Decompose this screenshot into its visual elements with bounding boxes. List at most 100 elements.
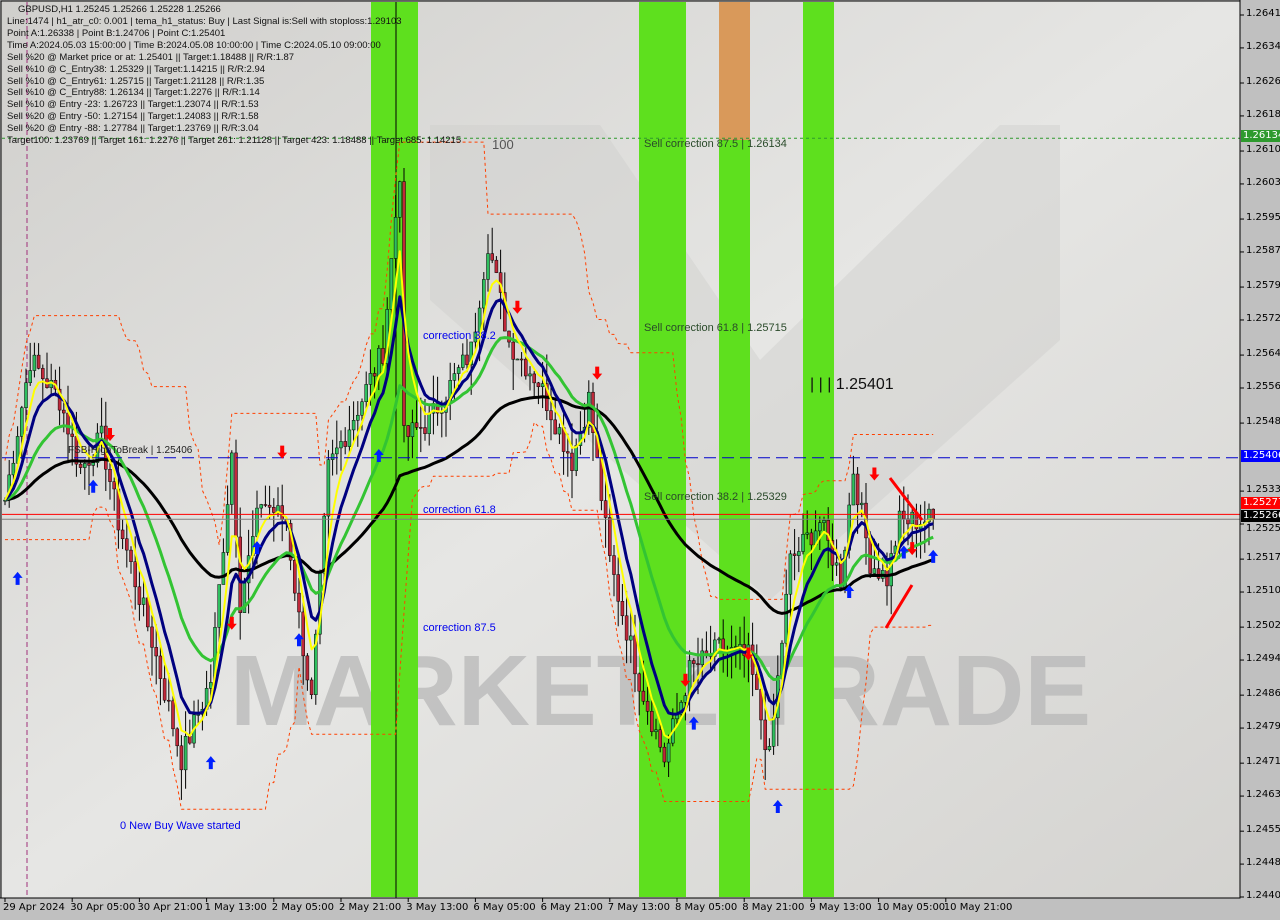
bull-candle (91, 462, 95, 466)
blue-level-tag: 1.25406 (1241, 450, 1280, 462)
bear-candle (662, 746, 667, 763)
price-tick-label: 1.26340 (1246, 40, 1280, 52)
price-tick-label: 1.24710 (1246, 756, 1280, 768)
bull-candle (486, 253, 490, 280)
sell-arrow-icon (226, 616, 237, 630)
time-tick-label: 8 May 05:00 (675, 902, 738, 913)
bull-candle (364, 384, 368, 403)
sell-correction-38-label: Sell correction 38.2 | 1.25329 (644, 491, 787, 503)
bear-candle (419, 427, 423, 429)
bear-candle (603, 500, 608, 518)
bear-candle (309, 679, 314, 695)
bear-candle (826, 520, 830, 541)
bull-candle (183, 736, 188, 771)
bear-candle (624, 615, 629, 641)
bull-candle (528, 373, 532, 377)
bull-candle (683, 695, 688, 703)
bull-candle (225, 504, 230, 553)
bear-candle (129, 549, 133, 562)
price-tick-label: 1.26105 (1246, 144, 1280, 156)
sell-arrow-icon (869, 467, 880, 481)
point-c-label: | | | 1.25401 (810, 376, 894, 393)
bull-candle (797, 551, 801, 556)
bull-candle (771, 717, 776, 747)
bull-candle (377, 348, 381, 377)
red-level-tag: 1.25277 (1241, 497, 1280, 509)
sell-correction-87-label: Sell correction 87.5 | 1.26134 (644, 138, 787, 150)
bull-candle (32, 354, 37, 371)
bull-candle (330, 453, 335, 460)
bull-candle (314, 633, 318, 695)
bull-candle (734, 646, 738, 648)
buy-arrow-icon (12, 571, 23, 585)
time-tick-label: 2 May 21:00 (339, 902, 402, 913)
bear-candle (112, 481, 116, 490)
sell-arrow-icon (105, 428, 115, 442)
bear-candle (175, 728, 179, 747)
price-tick-label: 1.25795 (1246, 280, 1280, 292)
bull-candle (347, 429, 352, 447)
bear-candle (650, 711, 654, 732)
price-tick-label: 1.25950 (1246, 212, 1280, 224)
price-tick-label: 1.24480 (1246, 857, 1280, 869)
time-tick-label: 10 May 05:00 (876, 902, 946, 913)
buy-arrow-icon (373, 449, 384, 462)
time-tick-label: 30 Apr 21:00 (137, 902, 203, 913)
price-tick-label: 1.24555 (1246, 824, 1280, 836)
bear-candle (305, 655, 310, 681)
symbol-line: GBPUSD,H1 1.25245 1.25266 1.25228 1.2526… (18, 4, 221, 15)
info-line: Target100: 1.23769 || Target 161: 1.2276… (7, 135, 462, 146)
bull-candle (717, 638, 721, 641)
bull-candle (515, 358, 520, 361)
bull-candle (389, 258, 394, 310)
price-tick-label: 1.24635 (1246, 789, 1280, 801)
bear-candle (78, 463, 83, 468)
bear-candle (494, 259, 499, 273)
bull-candle (456, 367, 461, 374)
bear-candle (616, 574, 620, 602)
bull-candle (255, 507, 259, 537)
hundred-label: 100 (492, 137, 514, 152)
sell-arrow-icon (277, 445, 288, 459)
bull-candle (356, 414, 360, 421)
info-line: Sell %20 @ Entry -88: 1.27784 || Target:… (7, 123, 259, 135)
bull-candle (20, 407, 24, 437)
sell-correction-61-label: Sell correction 61.8 | 1.25715 (644, 322, 787, 334)
bull-candle (784, 593, 788, 644)
bear-candle (272, 507, 276, 513)
time-tick-label: 6 May 21:00 (540, 902, 603, 913)
buy-arrow-icon (205, 756, 216, 770)
bear-candle (692, 660, 696, 664)
time-tick-label: 3 May 13:00 (406, 902, 469, 913)
price-tick-label: 1.25875 (1246, 244, 1280, 256)
bear-candle (570, 452, 574, 471)
price-tick-label: 1.24790 (1246, 721, 1280, 733)
buy-arrow-icon (898, 545, 909, 559)
bear-candle (549, 410, 553, 421)
bear-candle (179, 745, 184, 771)
price-tick-label: 1.25720 (1246, 312, 1280, 324)
bull-candle (360, 401, 364, 416)
buy-arrow-icon (928, 549, 939, 563)
bull-candle (230, 452, 234, 505)
bear-candle (809, 532, 814, 546)
bull-candle (889, 553, 893, 587)
bull-candle (927, 508, 931, 523)
bull-candle (654, 729, 658, 732)
bear-candle (763, 719, 767, 751)
info-line: Line:1474 | h1_atr_c0: 0.001 | tema_h1_s… (7, 16, 402, 27)
bear-candle (62, 409, 66, 414)
bull-candle (469, 341, 473, 366)
correction-87-label: correction 87.5 (423, 622, 496, 634)
bear-candle (372, 373, 377, 377)
correction-61-label: correction 61.8 (423, 504, 496, 516)
bull-candle (11, 462, 16, 476)
fsb-high-label: FSB-HighToBreak | 1.25406 (68, 445, 193, 456)
bull-candle (259, 504, 263, 509)
price-tick-label: 1.25100 (1246, 585, 1280, 597)
zone-band (639, 2, 686, 897)
bear-candle (885, 570, 889, 587)
bear-candle (566, 451, 570, 454)
time-tick-label: 2 May 05:00 (271, 902, 335, 913)
